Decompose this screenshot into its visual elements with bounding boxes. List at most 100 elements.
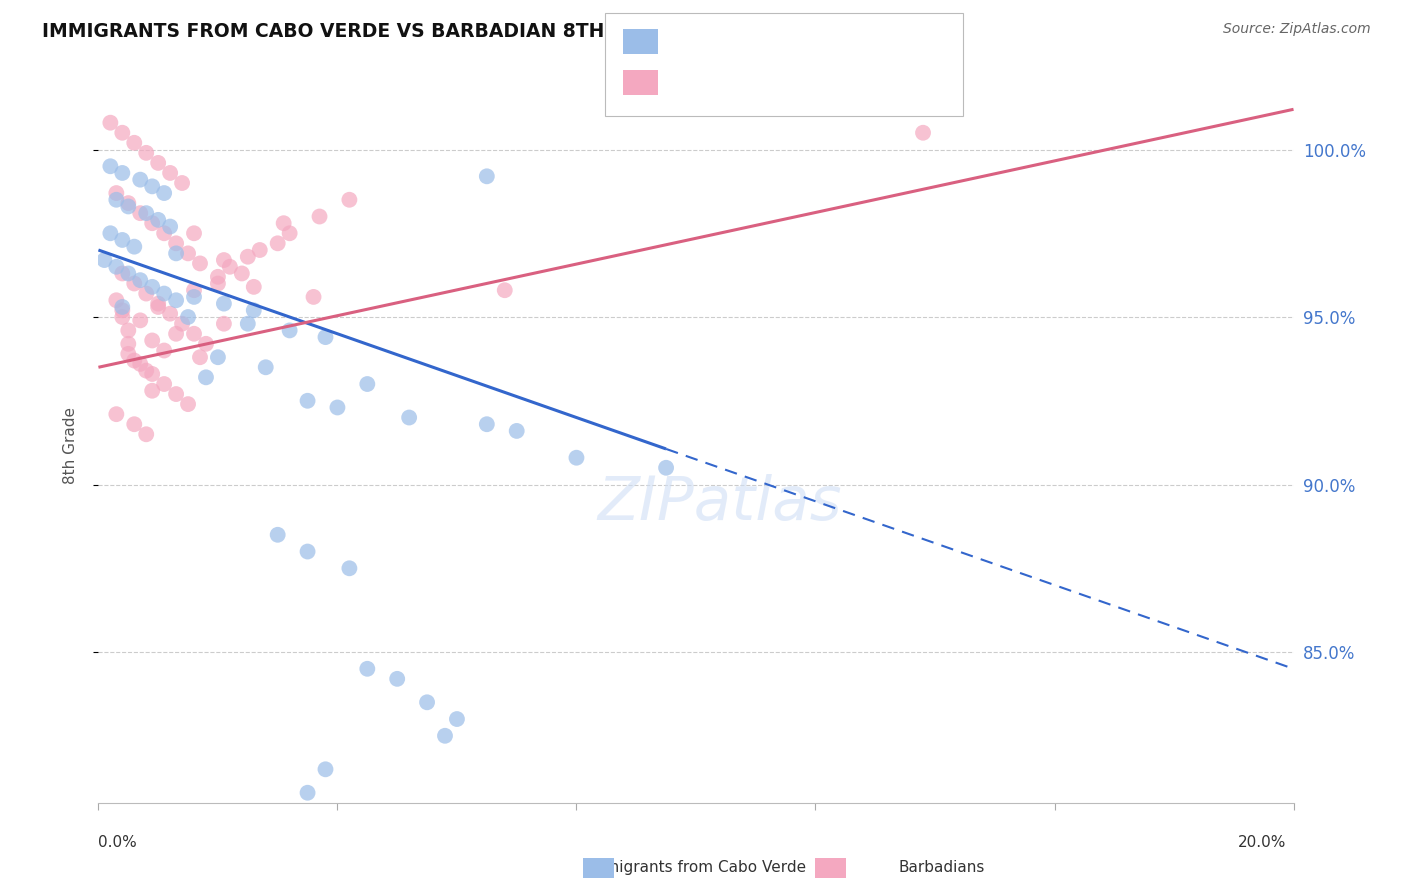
- Point: [165, 387, 187, 401]
- Point: [183, 227, 205, 241]
- Point: [129, 172, 152, 186]
- Point: [212, 296, 235, 310]
- Point: [475, 417, 498, 432]
- Point: [236, 250, 259, 264]
- Point: [249, 243, 271, 257]
- Point: [172, 317, 194, 331]
- Point: [273, 216, 295, 230]
- Point: [308, 210, 330, 224]
- Point: [117, 347, 139, 361]
- Point: [111, 233, 134, 247]
- Point: [177, 397, 200, 411]
- Point: [267, 528, 290, 542]
- Point: [135, 206, 157, 220]
- Point: [141, 280, 163, 294]
- Point: [100, 116, 122, 130]
- Point: [159, 219, 181, 234]
- Point: [398, 410, 420, 425]
- Text: Source: ZipAtlas.com: Source: ZipAtlas.com: [1223, 22, 1371, 37]
- Point: [124, 353, 146, 368]
- Point: [212, 253, 235, 268]
- Point: [159, 307, 181, 321]
- Point: [433, 729, 456, 743]
- Point: [141, 179, 163, 194]
- Point: [195, 336, 218, 351]
- Point: [148, 300, 170, 314]
- Text: ZIPatlas: ZIPatlas: [598, 474, 842, 533]
- Point: [117, 199, 139, 213]
- Point: [302, 290, 325, 304]
- Point: [231, 267, 253, 281]
- Text: 20.0%: 20.0%: [1239, 836, 1286, 850]
- Point: [117, 323, 139, 337]
- Point: [117, 196, 139, 211]
- Point: [148, 296, 170, 310]
- Point: [267, 236, 290, 251]
- Point: [141, 216, 163, 230]
- Point: [111, 126, 134, 140]
- Point: [111, 267, 134, 281]
- Point: [105, 407, 128, 421]
- Point: [148, 212, 170, 227]
- Point: [153, 227, 176, 241]
- Point: [124, 240, 146, 254]
- Point: [188, 256, 211, 270]
- Text: 51: 51: [862, 32, 884, 50]
- Point: [177, 310, 200, 324]
- Point: [506, 424, 529, 438]
- Point: [207, 269, 229, 284]
- Point: [135, 427, 157, 442]
- Point: [153, 377, 176, 392]
- Point: [177, 246, 200, 260]
- Point: [141, 367, 163, 381]
- Point: [153, 343, 176, 358]
- Point: [326, 401, 349, 415]
- Point: [105, 193, 128, 207]
- Point: [416, 695, 439, 709]
- Point: [278, 227, 301, 241]
- Point: [117, 267, 139, 281]
- Point: [141, 384, 163, 398]
- Point: [297, 786, 319, 800]
- Point: [105, 186, 128, 200]
- Point: [254, 360, 277, 375]
- Point: [243, 280, 266, 294]
- Text: 0.0%: 0.0%: [98, 836, 138, 850]
- Point: [165, 246, 187, 260]
- Point: [219, 260, 242, 274]
- Point: [129, 357, 152, 371]
- Point: [297, 544, 319, 558]
- Y-axis label: 8th Grade: 8th Grade: [63, 408, 77, 484]
- Point: [172, 176, 194, 190]
- Point: [135, 363, 157, 377]
- Text: R =  0.357   N =: R = 0.357 N =: [665, 74, 806, 92]
- Point: [105, 260, 128, 274]
- Point: [111, 166, 134, 180]
- Point: [124, 417, 146, 432]
- Point: [356, 377, 378, 392]
- Text: 66: 66: [862, 74, 884, 92]
- Point: [129, 313, 152, 327]
- Point: [129, 273, 152, 287]
- Point: [165, 236, 187, 251]
- Point: [105, 293, 128, 308]
- Point: [195, 370, 218, 384]
- Point: [124, 136, 146, 150]
- Point: [236, 317, 259, 331]
- Point: [314, 762, 337, 776]
- Point: [129, 206, 152, 220]
- Point: [165, 293, 187, 308]
- Point: [135, 286, 157, 301]
- Point: [207, 277, 229, 291]
- Point: [141, 334, 163, 348]
- Point: [124, 277, 146, 291]
- Point: [159, 166, 181, 180]
- Point: [912, 126, 935, 140]
- Point: [111, 303, 134, 318]
- Text: Immigrants from Cabo Verde: Immigrants from Cabo Verde: [585, 860, 807, 874]
- Point: [339, 193, 360, 207]
- Point: [494, 283, 516, 297]
- Point: [475, 169, 498, 184]
- Point: [212, 317, 235, 331]
- Point: [385, 672, 409, 686]
